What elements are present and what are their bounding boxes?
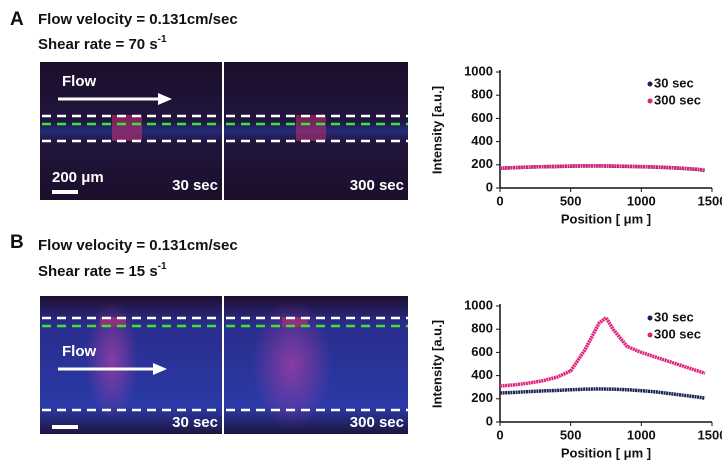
legend-label: 30 sec: [654, 309, 694, 324]
y-tick-label: 600: [471, 110, 493, 125]
panel-label: B: [10, 232, 24, 253]
legend-label: 30 sec: [654, 75, 694, 90]
series-line: [499, 387, 706, 400]
x-tick-label: 1000: [627, 427, 656, 442]
y-tick-label: 1000: [464, 297, 493, 312]
y-tick-label: 800: [471, 321, 493, 336]
shear-sup: -1: [158, 261, 167, 272]
panel-label: A: [10, 9, 24, 30]
legend-marker: [647, 332, 653, 338]
y-tick-label: 400: [471, 367, 493, 382]
series-line: [499, 314, 706, 388]
legend-marker: [647, 81, 653, 87]
y-tick-label: 0: [486, 413, 493, 428]
flow-velocity: Flow velocity = 0.131cm/sec: [38, 11, 238, 28]
y-tick-label: 800: [471, 87, 493, 102]
y-tick-label: 200: [471, 390, 493, 405]
x-tick-label: 1500: [698, 427, 722, 442]
y-tick-label: 1000: [464, 63, 493, 78]
legend-marker: [647, 315, 653, 321]
flow-label: Flow: [62, 343, 96, 360]
legend-label: 300 sec: [654, 326, 701, 341]
time-label: 30 sec: [172, 414, 218, 431]
y-tick-label: 200: [471, 156, 493, 171]
shear-sup: -1: [158, 34, 167, 45]
time-label: 300 sec: [350, 414, 404, 431]
y-tick-label: 600: [471, 344, 493, 359]
y-axis-label: Intensity [a.u.]: [429, 86, 444, 174]
x-axis-label: Position [ μm ]: [561, 211, 651, 226]
shear-rate: Shear rate = 15 s-1: [38, 261, 167, 280]
y-tick-label: 400: [471, 133, 493, 148]
shear-text: Shear rate = 15 s: [38, 263, 158, 280]
x-axis-label: Position [ μm ]: [561, 445, 651, 460]
image-a: [40, 62, 408, 200]
y-axis-label: Intensity [a.u.]: [429, 320, 444, 408]
x-tick-label: 1000: [627, 193, 656, 208]
x-tick-label: 500: [560, 427, 582, 442]
shear-text: Shear rate = 70 s: [38, 36, 158, 53]
x-tick-label: 1500: [698, 193, 722, 208]
flow-velocity: Flow velocity = 0.131cm/sec: [38, 237, 238, 254]
time-label: 300 sec: [350, 177, 404, 194]
flow-label: Flow: [62, 73, 96, 90]
legend-label: 300 sec: [654, 92, 701, 107]
x-tick-label: 0: [496, 193, 503, 208]
shear-rate: Shear rate = 70 s-1: [38, 34, 167, 53]
scale-label: 200 μm: [52, 169, 104, 186]
x-tick-label: 500: [560, 193, 582, 208]
time-label: 30 sec: [172, 177, 218, 194]
x-tick-label: 0: [496, 427, 503, 442]
series-line: [499, 163, 706, 173]
image-b: [40, 296, 408, 434]
legend-marker: [647, 98, 653, 104]
y-tick-label: 0: [486, 179, 493, 194]
